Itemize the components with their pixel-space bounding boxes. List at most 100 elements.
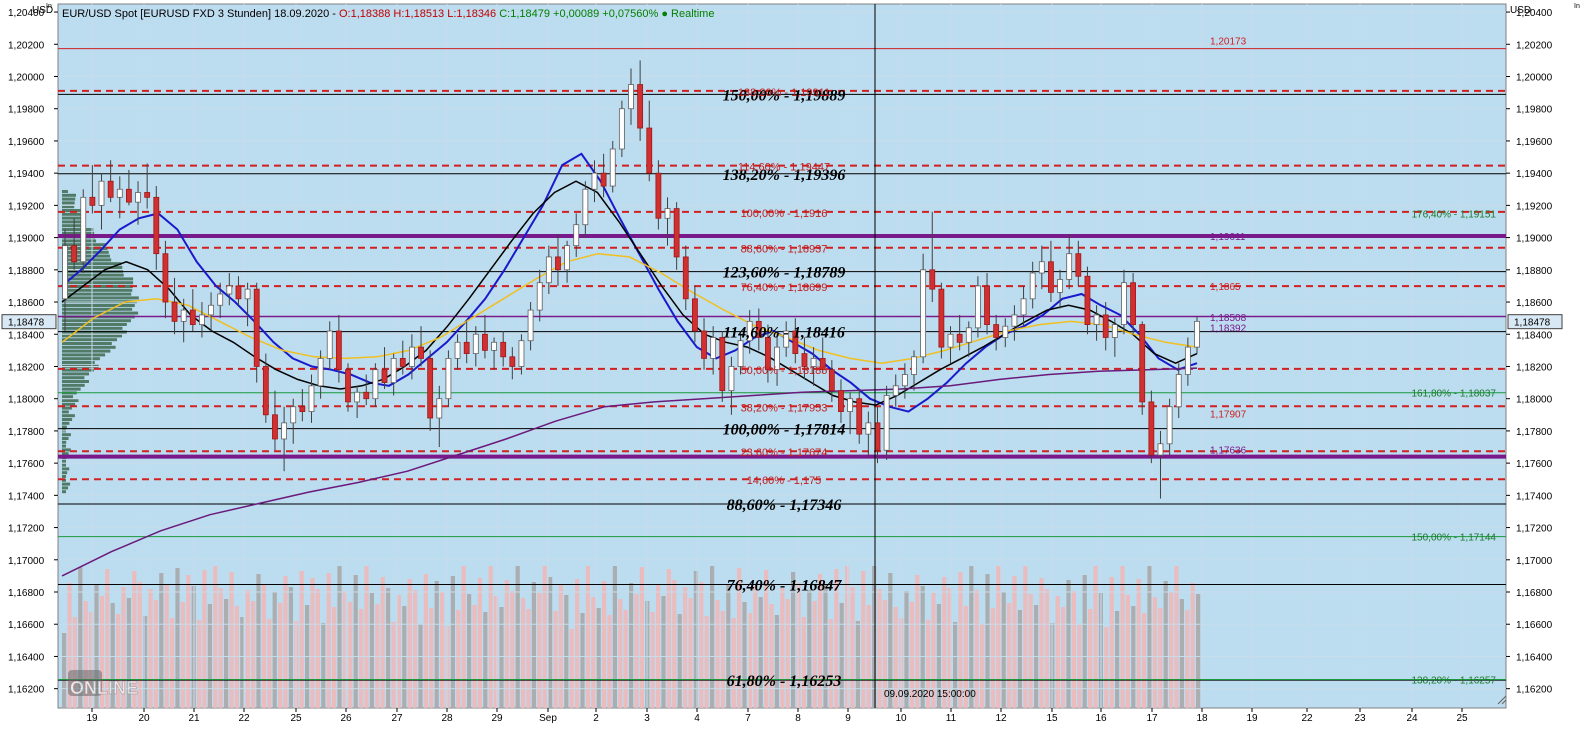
candle-bearish (144, 192, 151, 198)
candle-bearish (363, 391, 370, 400)
profile-bar (62, 239, 97, 243)
candle-bearish (1075, 253, 1082, 277)
y-tick-label-left: 1,19200 (8, 201, 45, 212)
volume-bar (504, 580, 509, 708)
candle-bearish (107, 180, 114, 198)
profile-bar (62, 220, 84, 224)
profile-bar (62, 440, 67, 444)
fib-label-large: 114,60% - 1,18416 (723, 325, 845, 342)
profile-bar (62, 190, 68, 193)
volume-bar (99, 596, 104, 708)
candle-bearish (819, 358, 826, 371)
volume-bar (758, 597, 763, 708)
volume-bar (791, 572, 796, 708)
y-tick-label-left: 1,17000 (8, 556, 45, 567)
volume-bar (904, 591, 909, 708)
volume-bar (893, 607, 898, 708)
profile-bar (62, 406, 72, 410)
fib-label-large: 100,00% - 1,17814 (723, 422, 846, 439)
fib-label-large: 138,20% - 1,19396 (723, 167, 846, 184)
volume-bar (1158, 608, 1163, 708)
candle-bullish (1175, 374, 1182, 408)
volume-bar (240, 617, 245, 708)
volume-bar (915, 575, 920, 708)
candle-bullish (1002, 325, 1009, 338)
volume-bar (396, 595, 401, 708)
close-change-values: C:1,18479 +0,00089 +0,07560% (499, 8, 659, 20)
x-tick-label: 22 (1301, 713, 1313, 724)
volume-bar (1088, 609, 1093, 708)
volume-bar (602, 581, 607, 708)
volume-bar (440, 592, 445, 708)
volume-bar (126, 598, 131, 708)
indicator-line (61, 367, 1198, 577)
volume-bar (326, 573, 331, 708)
profile-bar (62, 471, 68, 475)
volume-bar (278, 603, 283, 708)
ohl-values: O:1,18388 H:1,18513 L:1,18346 (338, 8, 497, 20)
volume-bar (882, 600, 887, 708)
y-tick-label-right: 1,19800 (1516, 105, 1553, 116)
candle-bearish (463, 341, 470, 354)
volume-bar (715, 600, 720, 708)
volume-bar (639, 567, 644, 708)
volume-bar (402, 606, 407, 708)
profile-bar (62, 277, 134, 281)
x-tick-label: 16 (1095, 713, 1107, 724)
profile-bar (62, 437, 69, 440)
candle-bullish (135, 192, 141, 203)
y-tick-label-left: 1,17600 (8, 459, 45, 470)
volume-bar (710, 566, 715, 708)
x-tick-label: 24 (1406, 713, 1418, 724)
volume-bar (521, 598, 526, 708)
candle-bearish (682, 256, 689, 300)
candle-bullish (354, 391, 361, 403)
candle-bearish (153, 196, 160, 255)
y-tick-label-right: 1,17200 (1516, 524, 1553, 535)
x-tick-label: 7 (745, 713, 751, 724)
candle-bearish (1148, 401, 1155, 456)
candle-bullish (472, 333, 479, 354)
candle-bearish (189, 309, 196, 325)
fib-label-green: 138,20% - 1,16257 (1411, 675, 1496, 686)
profile-bar (62, 345, 116, 349)
candle-bullish (1184, 346, 1191, 375)
volume-bar (116, 614, 121, 708)
fib-label-red: 88,60% - 1,18937 (741, 244, 828, 256)
candle-bullish (609, 148, 616, 187)
y-tick-label-right: 1,18000 (1516, 395, 1553, 406)
y-tick-label-left: 1,17400 (8, 491, 45, 502)
candle-bullish (208, 304, 214, 316)
y-tick-label-left: 1,16400 (8, 652, 45, 663)
price-tag-label: 1,17636 (1210, 445, 1247, 456)
candle-bearish (993, 324, 1000, 338)
volume-bar (1028, 594, 1033, 708)
volume-bar (1185, 610, 1190, 708)
volume-bar (256, 574, 261, 708)
candle-bullish (317, 358, 324, 387)
fib-label-red: 100,00% - 1,1916 (741, 208, 828, 220)
y-tick-label-left: 1,18200 (8, 362, 45, 373)
volume-bar (359, 609, 364, 708)
candle-bearish (600, 172, 607, 187)
candle-bullish (911, 356, 917, 375)
volume-bar (218, 588, 223, 708)
volume-bar (429, 608, 434, 708)
candle-bearish (555, 256, 561, 271)
volume-bar (418, 624, 423, 708)
volume-bars (62, 566, 1201, 708)
volume-bar (634, 594, 639, 708)
x-tick-label: 27 (391, 713, 403, 724)
volume-bar (963, 606, 968, 708)
fib-label-red: 114,60% - 1,19447 (738, 162, 830, 174)
profile-bar (62, 467, 70, 471)
volume-bar (1017, 610, 1022, 708)
volume-bar (666, 569, 671, 708)
resize-grip-icon[interactable] (1497, 695, 1507, 705)
volume-bar (720, 611, 725, 708)
volume-bar (629, 583, 634, 708)
volume-bar (450, 576, 455, 708)
candle-bullish (774, 346, 780, 371)
volume-bar (348, 602, 353, 708)
